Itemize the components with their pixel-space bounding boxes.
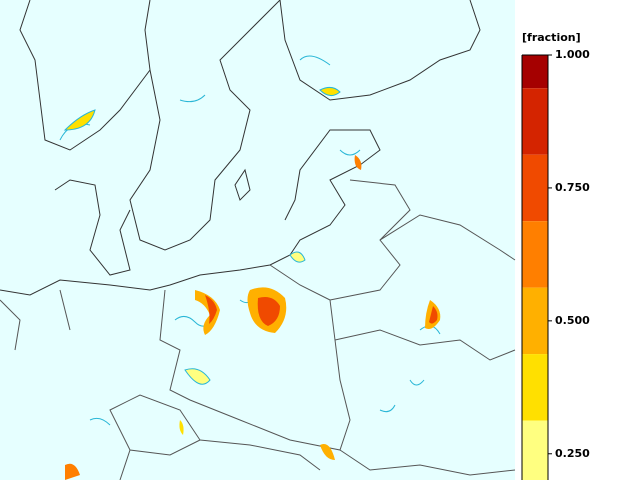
- colorbar-segment: [522, 221, 548, 288]
- colorbar-tick-label: 0.500: [555, 314, 590, 327]
- colorbar-tick-label: 1.000: [555, 48, 590, 61]
- colorbar-tick-label: 0.750: [555, 181, 590, 194]
- colorbar-segment: [522, 287, 548, 355]
- map-background: [0, 0, 515, 480]
- colorbar-segment: [522, 154, 548, 222]
- precipitation-areas: [63, 86, 441, 480]
- colorbar-tick-label: 0.250: [555, 447, 590, 460]
- colorbar-segment: [522, 88, 548, 155]
- colorbar-segment: [522, 420, 548, 480]
- map-lines: [0, 0, 516, 480]
- colorbar-segment: [522, 55, 548, 89]
- legend-title: [fraction]: [522, 31, 581, 44]
- colorbar-segment: [522, 354, 548, 421]
